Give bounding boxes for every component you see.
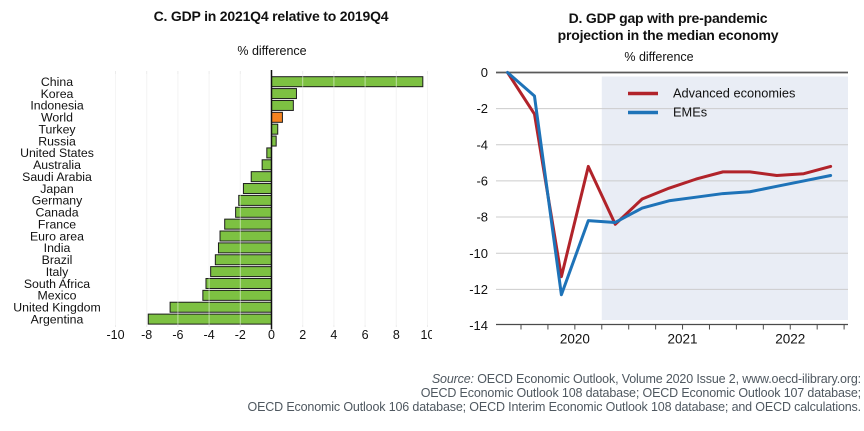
category-label-brazil: Brazil (42, 253, 73, 267)
category-label-italy: Italy (46, 265, 69, 279)
source-line-1-text: OECD Economic Outlook, Volume 2020 Issue… (473, 372, 861, 386)
source-note-line-2: OECD Economic Outlook 108 database; OECD… (420, 385, 861, 400)
category-label-japan: Japan (40, 182, 74, 196)
bar-saudi-arabia (250, 171, 273, 183)
series-line-advanced-economies (506, 71, 833, 279)
category-label-euro-area: Euro area (30, 229, 84, 243)
bar-india (217, 242, 273, 254)
chart-d-gdp-gap: 2020 2021 2022 0 -2 -4 -6 -8 -10 -12 -14 D. GDP ga… (469, 10, 848, 347)
bar-australia (261, 159, 273, 171)
x-tick-label--10: -10 (106, 328, 124, 342)
category-label-australia: Australia (33, 158, 81, 172)
y-tick-label-0: 0 (481, 65, 488, 80)
bar-argentina (147, 313, 272, 325)
bar-indonesia (271, 99, 294, 111)
category-label-france: France (38, 217, 76, 231)
category-label-russia: Russia (38, 134, 76, 148)
y-tick-label--8: -8 (476, 210, 488, 225)
x-year-label-2022: 2022 (775, 332, 805, 347)
chart-d-plot-area: 2020 2021 2022 0 -2 -4 -6 -8 -10 -12 -14 (469, 65, 848, 347)
category-label-india: India (44, 241, 71, 255)
category-label-china: China (41, 75, 73, 89)
category-label-south-africa: South Africa (24, 277, 90, 291)
bar-euro-area (219, 230, 273, 242)
category-label-mexico: Mexico (38, 289, 77, 303)
category-label-korea: Korea (41, 87, 74, 101)
source-note: Source: OECD Economic Outlook, Volume 20… (247, 372, 862, 415)
series-line-emes (506, 71, 833, 297)
bar-korea (271, 88, 297, 100)
x-year-label-2020: 2020 (560, 332, 590, 347)
category-label-canada: Canada (35, 206, 78, 220)
bar-south-africa (205, 277, 272, 289)
chart-c-gdp-level: C. GDP in 2021Q4 relative to 2019Q4 % di… (13, 8, 432, 342)
y-tick-label--14: -14 (469, 318, 488, 333)
chart-d-title-line-2: projection in the median economy (558, 27, 779, 43)
x-tick-label--6: -6 (172, 328, 183, 342)
x-tick-label-4: 4 (330, 328, 337, 342)
chart-d-legend: Advanced economies EMEs (628, 86, 795, 120)
category-label-united-states: United States (20, 146, 94, 160)
x-tick-label-8: 8 (393, 328, 400, 342)
bar-world (271, 111, 283, 123)
category-label-indonesia: Indonesia (30, 99, 83, 113)
category-label-world: World (41, 111, 73, 125)
x-tick-label-2: 2 (299, 328, 306, 342)
chart-c-plot-area: ChinaKoreaIndonesiaWorldTurkeyRussiaUnit… (13, 70, 432, 342)
x-tick-label--8: -8 (141, 328, 152, 342)
bar-united-kingdom (169, 301, 273, 313)
y-tick-label--2: -2 (476, 101, 488, 116)
x-year-label-2021: 2021 (668, 332, 698, 347)
chart-d-title-line-1: D. GDP gap with pre-pandemic (569, 10, 768, 26)
x-tick-label-0: 0 (268, 328, 275, 342)
chart-c-title: C. GDP in 2021Q4 relative to 2019Q4 (154, 8, 389, 24)
category-label-germany: Germany (32, 194, 83, 208)
y-tick-label--4: -4 (476, 137, 488, 152)
x-tick-label--4: -4 (204, 328, 215, 342)
bar-japan (242, 183, 272, 195)
bar-turkey (271, 123, 279, 135)
category-label-united-kingdom: United Kingdom (13, 301, 101, 315)
x-tick-label-10: 10 (421, 328, 432, 342)
bar-mexico (202, 289, 272, 301)
y-tick-label--6: -6 (476, 174, 488, 189)
category-label-saudi-arabia: Saudi Arabia (22, 170, 92, 184)
legend-label-advanced-economies: Advanced economies (673, 86, 795, 101)
bar-canada (235, 206, 272, 218)
bar-brazil (214, 254, 272, 266)
bar-italy (210, 266, 273, 278)
legend-label-emes: EMEs (673, 105, 707, 120)
bar-china (271, 76, 424, 88)
category-label-turkey: Turkey (38, 122, 76, 136)
bar-france (224, 218, 272, 230)
x-tick-label--2: -2 (235, 328, 246, 342)
chart-c-subtitle: % difference (237, 44, 306, 58)
chart-d-subtitle: % difference (624, 50, 693, 64)
source-note-line-3: OECD Economic Outlook 106 database; OECD… (247, 399, 862, 414)
x-tick-label-6: 6 (362, 328, 369, 342)
category-label-argentina: Argentina (31, 312, 84, 326)
y-tick-label--12: -12 (469, 282, 488, 297)
y-tick-label--10: -10 (469, 246, 488, 261)
bar-germany (238, 194, 273, 206)
source-note-line-1: Source: OECD Economic Outlook, Volume 20… (248, 372, 861, 387)
source-label: Source: (431, 372, 474, 386)
